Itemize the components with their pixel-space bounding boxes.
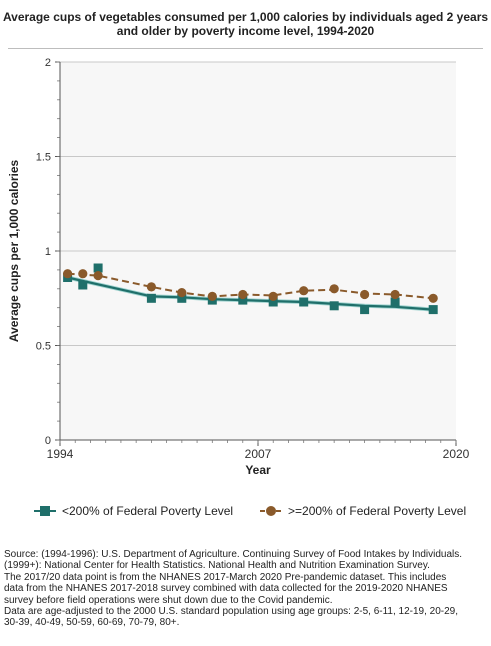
x-tick-label: 1994 <box>47 447 74 461</box>
gridlines <box>60 61 456 346</box>
series-high-income <box>63 269 438 303</box>
y-tick-label: 1.5 <box>36 152 51 164</box>
legend-label-low: <200% of Federal Poverty Level <box>62 503 234 518</box>
data-point-circle <box>63 269 73 279</box>
y-tick-label: 2 <box>45 57 51 69</box>
source-line: The 2017/20 data point is from the NHANE… <box>4 571 447 583</box>
y-tick-label: 1 <box>45 246 51 258</box>
data-point-square <box>177 293 187 303</box>
x-tick-label: 2007 <box>245 447 272 461</box>
y-tick-label: 0.5 <box>36 341 51 353</box>
series-line <box>67 272 434 300</box>
axes: 0 0.5 1 1.5 2 1994 2007 2020 <box>36 57 470 461</box>
data-point-circle <box>299 286 309 296</box>
chart-title: Average cups of vegetables consumed per … <box>2 10 489 38</box>
data-point-circle <box>146 282 156 292</box>
data-point-circle <box>93 271 103 281</box>
y-tick-label: 0 <box>45 435 51 447</box>
x-axis-label: Year <box>245 463 271 477</box>
legend-circle-icon <box>260 505 282 517</box>
data-point-circle <box>428 293 438 303</box>
source-line: 30-39, 40-49, 50-59, 60-69, 70-79, 80+. <box>4 617 180 629</box>
data-point-circle <box>238 289 248 300</box>
source-line: (1999+): National Center for Health Stat… <box>4 560 430 572</box>
source-line: Data are age-adjusted to the 2000 U.S. s… <box>4 606 459 618</box>
legend-item-high[interactable]: >=200% of Federal Poverty Level <box>260 503 466 518</box>
data-point-circle <box>268 291 278 301</box>
data-point-square <box>329 301 339 311</box>
title-divider <box>8 48 483 49</box>
data-point-square <box>390 297 400 307</box>
data-point-square <box>238 295 248 305</box>
data-point-square <box>78 280 88 290</box>
data-point-square <box>93 263 103 273</box>
data-point-circle <box>390 289 400 300</box>
data-point-circle <box>78 269 88 279</box>
data-point-square <box>146 293 156 303</box>
legend-label-high: >=200% of Federal Poverty Level <box>288 503 467 518</box>
y-axis-label: Average cups per 1,000 calories <box>7 160 21 343</box>
legend-item-low[interactable]: <200% of Federal Poverty Level <box>34 503 233 518</box>
data-point-square <box>360 305 370 315</box>
data-point-square <box>299 297 309 307</box>
source-note: Source: (1994-1996): U.S. Department of … <box>4 549 488 629</box>
data-point-circle <box>207 291 217 301</box>
source-line: Source: (1994-1996): U.S. Department of … <box>4 549 463 560</box>
data-point-circle <box>329 284 339 294</box>
x-tick-label: 2020 <box>443 447 470 461</box>
source-line: survey before field operations were shut… <box>4 594 333 606</box>
data-point-square <box>268 297 278 307</box>
data-point-circle <box>360 289 370 300</box>
legend-square-icon <box>34 505 56 517</box>
series-low-income <box>63 263 438 315</box>
series-layer <box>63 263 438 315</box>
line-chart: 0 0.5 1 1.5 2 1994 2007 2020 Year Average cups … <box>7 57 470 477</box>
source-line: data from the NHANES 2017-2018 survey co… <box>4 583 448 595</box>
data-point-circle <box>177 288 187 298</box>
data-point-square <box>428 305 438 315</box>
